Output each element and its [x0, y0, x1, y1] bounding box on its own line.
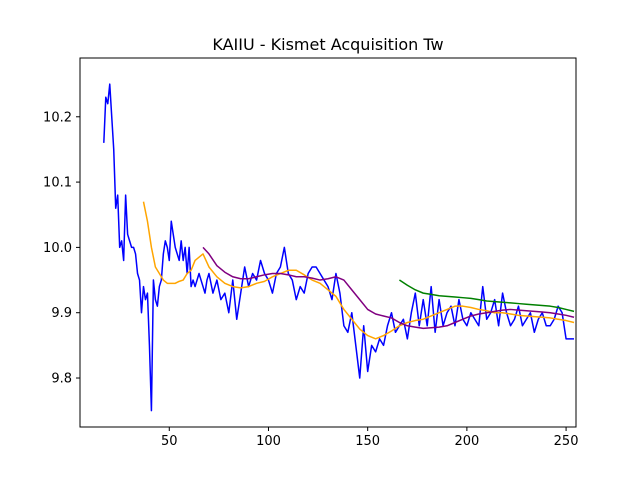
chart-title: KAIIU - Kismet Acquisition Tw [212, 35, 443, 54]
series-line-1 [103, 83, 575, 412]
y-axis-ticks: 9.8 9.9 10.0 10.1 10.2 [43, 110, 80, 387]
y-tick-label: 9.9 [51, 306, 72, 321]
series-line-4 [399, 279, 575, 313]
x-tick-label: 250 [554, 434, 579, 449]
x-tick-label: 200 [454, 434, 479, 449]
x-tick-label: 50 [161, 434, 178, 449]
series-line-3 [202, 246, 575, 330]
y-tick-label: 10.1 [43, 176, 72, 191]
plot-frame [79, 57, 577, 428]
x-axis-ticks: 50 100 150 200 250 [161, 427, 578, 449]
series-layer [103, 83, 575, 412]
y-tick-label: 10.2 [43, 110, 72, 125]
x-tick-label: 100 [256, 434, 281, 449]
y-tick-label: 9.8 [51, 372, 72, 387]
y-tick-label: 10.0 [43, 241, 72, 256]
x-tick-label: 150 [355, 434, 380, 449]
